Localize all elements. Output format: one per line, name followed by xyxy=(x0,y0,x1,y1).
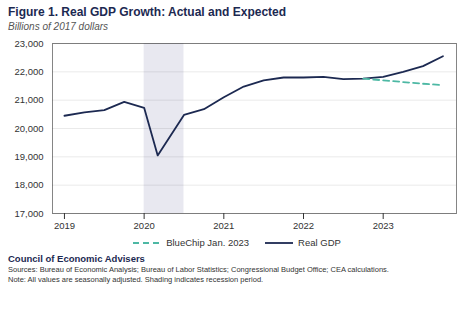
html-text:Real GDP: Real GDP xyxy=(298,237,341,248)
html-text:BlueChip Jan. 2023: BlueChip Jan. 2023 xyxy=(166,237,250,248)
html-text:Note: All values are seasonall: Note: All values are seasonally adjusted… xyxy=(8,275,264,284)
svg-text:2023: 2023 xyxy=(373,220,394,231)
svg-text:2020: 2020 xyxy=(134,220,155,231)
svg-text:2021: 2021 xyxy=(213,220,234,231)
svg-text:21,000: 21,000 xyxy=(14,94,43,105)
html-text:Figure 1. Real GDP Growth: Act: Figure 1. Real GDP Growth: Actual and Ex… xyxy=(8,5,287,19)
svg-text:2022: 2022 xyxy=(293,220,314,231)
svg-text:2019: 2019 xyxy=(54,220,75,231)
html-text:Council of Economic Advisers: Council of Economic Advisers xyxy=(8,253,145,264)
svg-text:22,000: 22,000 xyxy=(14,66,43,77)
html-text:Sources: Bureau of Economic An: Sources: Bureau of Economic Analysis; Bu… xyxy=(8,265,389,274)
svg-text:18,000: 18,000 xyxy=(14,179,43,190)
svg-text:17,000: 17,000 xyxy=(14,208,43,219)
svg-text:20,000: 20,000 xyxy=(14,123,43,134)
svg-text:23,000: 23,000 xyxy=(14,38,43,49)
html-text:Billions of 2017 dollars: Billions of 2017 dollars xyxy=(8,21,109,32)
svg-text:19,000: 19,000 xyxy=(14,151,43,162)
